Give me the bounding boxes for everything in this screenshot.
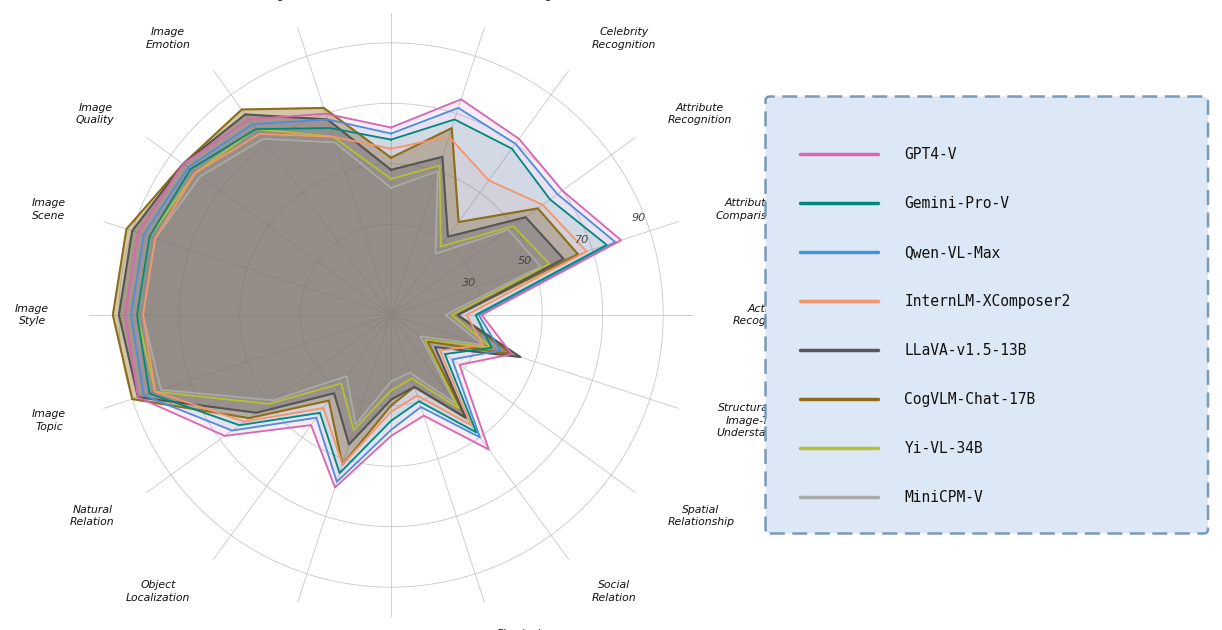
Polygon shape bbox=[143, 139, 540, 424]
Text: Structuralized
Image-Text
Understanding: Structuralized Image-Text Understanding bbox=[716, 403, 796, 438]
Polygon shape bbox=[119, 115, 563, 444]
Polygon shape bbox=[131, 108, 616, 482]
Polygon shape bbox=[137, 129, 549, 430]
Text: InternLM-XComposer2: InternLM-XComposer2 bbox=[904, 294, 1070, 309]
Text: Image
Topic: Image Topic bbox=[32, 410, 66, 432]
Text: 30: 30 bbox=[462, 278, 475, 288]
Text: Qwen-VL-Max: Qwen-VL-Max bbox=[904, 245, 1001, 260]
Text: Image
Style: Image Style bbox=[15, 304, 49, 326]
Text: Natural
Relation: Natural Relation bbox=[70, 505, 115, 527]
Text: Image
Emotion: Image Emotion bbox=[145, 27, 191, 50]
Text: Celebrity
Recognition: Celebrity Recognition bbox=[591, 27, 656, 50]
Text: Action
Recognition: Action Recognition bbox=[733, 304, 797, 326]
Text: MiniCPM-V: MiniCPM-V bbox=[904, 490, 982, 505]
Text: GPT4-V: GPT4-V bbox=[904, 147, 957, 162]
Text: 70: 70 bbox=[574, 234, 589, 244]
Polygon shape bbox=[137, 120, 607, 473]
Polygon shape bbox=[112, 108, 578, 464]
Text: Social
Relation: Social Relation bbox=[591, 580, 637, 603]
Text: Attribute
Comparison: Attribute Comparison bbox=[716, 198, 781, 220]
FancyBboxPatch shape bbox=[765, 96, 1209, 534]
Polygon shape bbox=[125, 100, 621, 488]
Text: CogVLM-Chat-17B: CogVLM-Chat-17B bbox=[904, 392, 1035, 406]
Text: 50: 50 bbox=[518, 256, 533, 266]
Text: Image
Scene: Image Scene bbox=[32, 198, 66, 220]
Text: Function
Reasoning: Function Reasoning bbox=[496, 0, 554, 1]
Text: Identity
Reasoning: Identity Reasoning bbox=[229, 0, 286, 1]
Text: Attribute
Recognition: Attribute Recognition bbox=[667, 103, 732, 125]
Text: Yi-VL-34B: Yi-VL-34B bbox=[904, 440, 982, 455]
Text: Spatial
Relationship: Spatial Relationship bbox=[667, 505, 734, 527]
Text: Physical
Relation: Physical Relation bbox=[496, 629, 541, 630]
Polygon shape bbox=[143, 134, 587, 464]
Text: LLaVA-v1.5-13B: LLaVA-v1.5-13B bbox=[904, 343, 1026, 358]
Text: Image
Quality: Image Quality bbox=[76, 103, 115, 125]
Text: 90: 90 bbox=[631, 213, 645, 223]
Text: Gemini-Pro-V: Gemini-Pro-V bbox=[904, 196, 1009, 211]
Text: Object
Localization: Object Localization bbox=[126, 580, 191, 603]
